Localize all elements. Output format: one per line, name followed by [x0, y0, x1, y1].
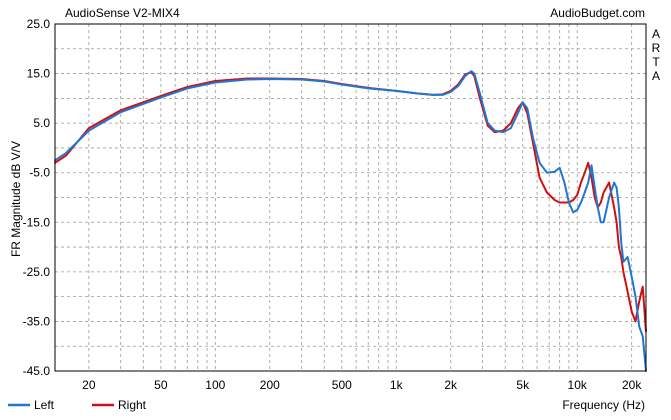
y-tick-label: -25.0 [23, 265, 51, 279]
series-line-left [54, 70, 647, 372]
y-tick-label: -5.0 [29, 166, 50, 180]
legend-left-label: Left [34, 398, 55, 412]
y-axis-ticks: 25.0 15.0 5.0 -5.0 -15.0 -25.0 -35.0 -45.0 [23, 17, 51, 378]
x-tick-label: 10k [568, 378, 588, 392]
side-letter: T [652, 55, 660, 69]
x-tick-label: 2k [444, 378, 458, 392]
series-layer [54, 70, 647, 372]
grid [55, 24, 646, 371]
x-tick-label: 100 [205, 378, 225, 392]
site-name: AudioBudget.com [550, 6, 645, 20]
x-axis-title: Frequency (Hz) [562, 398, 645, 412]
y-tick-label: 25.0 [27, 17, 51, 31]
side-letter: R [652, 41, 661, 55]
side-letter: A [652, 27, 660, 41]
legend-right-label: Right [118, 398, 147, 412]
y-tick-label: -35.0 [23, 314, 51, 328]
y-tick-label: -45.0 [23, 364, 51, 378]
side-letters: A R T A [652, 27, 661, 83]
y-tick-label: 5.0 [33, 116, 50, 130]
legend: Left Right [8, 398, 147, 412]
x-tick-label: 5k [516, 378, 530, 392]
x-tick-label: 50 [154, 378, 168, 392]
x-tick-label: 20 [82, 378, 96, 392]
y-tick-label: -15.0 [23, 215, 51, 229]
x-tick-label: 20k [622, 378, 642, 392]
plot-frame [54, 23, 647, 372]
y-tick-label: 15.0 [27, 67, 51, 81]
side-letter: A [652, 69, 660, 83]
x-tick-label: 1k [390, 378, 404, 392]
chart-title: AudioSense V2-MIX4 [65, 6, 180, 20]
x-axis-ticks: 20 50 100 200 500 1k 2k 5k 10k 20k [82, 378, 642, 392]
x-tick-label: 500 [332, 378, 352, 392]
y-axis-title: FR Magnitude dB V/V [9, 141, 23, 257]
x-tick-label: 200 [260, 378, 280, 392]
